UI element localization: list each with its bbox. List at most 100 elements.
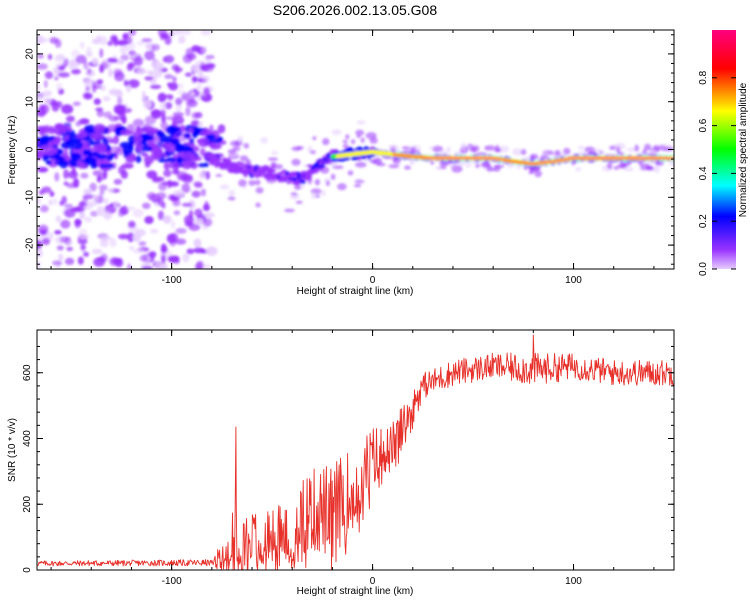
- spectrogram-cell: [141, 152, 149, 157]
- spectrogram-cell: [162, 215, 172, 224]
- spectrogram-cell: [77, 256, 84, 265]
- spectrogram-cell: [644, 143, 652, 151]
- spectrogram-ytick-label: 10: [25, 96, 36, 108]
- spectrogram-cell: [185, 106, 191, 117]
- spectrogram-cell: [107, 57, 117, 63]
- spectrogram-cell: [193, 238, 202, 248]
- spectrogram-cell: [55, 215, 62, 223]
- spectrogram-cell: [141, 38, 153, 43]
- spectrogram-cell: [178, 83, 184, 89]
- spectrogram-cell: [243, 143, 250, 149]
- spectrogram-cell: [465, 163, 472, 168]
- spectrogram-cell: [202, 263, 212, 269]
- spectrogram-cell: [99, 163, 108, 169]
- spectrogram-cell: [113, 200, 119, 209]
- spectrogram-cell: [98, 184, 108, 191]
- spectrogram-cell: [175, 228, 187, 234]
- spectrogram-cell: [112, 258, 122, 264]
- spectrogram-cell: [158, 182, 168, 191]
- spectrogram-cell: [172, 115, 185, 125]
- spectrogram-cell: [575, 167, 582, 172]
- spectrogram-cell: [77, 162, 88, 169]
- spectrogram-cell: [160, 101, 167, 111]
- spectrogram-cell: [70, 207, 81, 212]
- spectrogram-cell: [332, 165, 344, 170]
- spectrogram-cell: [410, 146, 416, 154]
- spectrogram-cell: [113, 135, 120, 145]
- spectrogram-xlabel: Height of straight line (km): [297, 286, 414, 297]
- spectrogram-cell: [204, 63, 216, 69]
- spectrogram-cell: [119, 104, 127, 110]
- spectrogram-cell: [198, 171, 206, 180]
- spectrogram-cell: [320, 164, 325, 168]
- spectrogram-cell: [79, 211, 86, 219]
- spectrogram-cell: [388, 144, 398, 150]
- spectrogram-cell: [96, 79, 104, 85]
- spectrogram-cell: [185, 146, 194, 152]
- spectrogram-cell: [171, 64, 179, 71]
- spectrogram-cell: [41, 186, 52, 194]
- spectrogram-cell: [217, 124, 226, 134]
- spectrogram-cell: [113, 68, 123, 77]
- spectrogram-cell: [118, 111, 126, 121]
- spectrogram-cell: [96, 109, 104, 118]
- colorbar-tick-label: 0.6: [698, 118, 709, 132]
- spectrogram-cell: [516, 165, 522, 170]
- spectrogram-cell: [44, 71, 54, 79]
- spectrogram-cell: [135, 155, 142, 163]
- spectrogram-cell: [486, 165, 493, 172]
- spectrogram-cell: [108, 139, 115, 144]
- spectrogram-cell: [143, 99, 152, 109]
- spectrogram-cell: [338, 159, 346, 162]
- snr-xtick-label: -100: [162, 576, 182, 587]
- snr-ytick-label: 200: [22, 495, 33, 512]
- spectrogram-cell: [166, 125, 178, 135]
- spectrogram-cell: [290, 192, 298, 196]
- spectrogram-cell: [52, 198, 58, 205]
- spectrogram-cell: [157, 210, 164, 221]
- spectrogram-cell: [260, 137, 268, 144]
- spectrogram-cell: [620, 160, 632, 166]
- spectrogram-cell: [164, 74, 174, 80]
- spectrogram-cell: [151, 177, 162, 183]
- snr-ytick-label: 600: [22, 364, 33, 381]
- spectrogram-cell: [248, 179, 256, 186]
- spectrogram-cell: [205, 246, 218, 256]
- spectrogram-cell: [669, 161, 674, 167]
- spectrogram-cell: [119, 45, 128, 55]
- spectrogram-cell: [172, 76, 177, 83]
- spectrogram-cell: [182, 253, 190, 263]
- spectrogram-cell: [178, 35, 186, 44]
- spectrogram-cell: [365, 132, 377, 140]
- spectrogram-cell: [626, 147, 637, 152]
- spectrogram-cell: [86, 201, 98, 207]
- spectrogram-cell: [345, 134, 350, 140]
- spectrogram-cell: [191, 190, 201, 198]
- spectrogram-cell: [54, 76, 59, 81]
- spectrogram-cell: [37, 111, 46, 116]
- spectrogram-cell: [92, 86, 97, 93]
- spectrogram-cell: [163, 162, 170, 170]
- spectrogram-cell: [175, 102, 182, 113]
- spectrogram-cell: [65, 115, 75, 123]
- spectrogram-cell: [79, 234, 90, 239]
- colorbar-label: Normalized spectral amplitude: [738, 82, 749, 217]
- spectrogram-cell: [203, 87, 211, 96]
- spectrogram-cell: [634, 144, 640, 152]
- spectrogram-cell: [143, 155, 154, 165]
- spectrogram-cell: [63, 169, 69, 180]
- spectrogram-xtick-label: -100: [162, 275, 182, 286]
- spectrogram-cell: [37, 97, 42, 103]
- spectrogram-cell: [149, 228, 159, 234]
- spectrogram-cell: [127, 232, 135, 243]
- spectrogram-cell: [146, 170, 158, 179]
- spectrogram-cell: [219, 184, 230, 190]
- spectrogram-cell: [163, 94, 174, 99]
- spectrogram-cell: [652, 145, 662, 151]
- spectrogram-cell: [56, 82, 63, 93]
- spectrogram-cell: [160, 254, 166, 264]
- spectrogram-cell: [80, 243, 86, 252]
- spectrogram-cell: [127, 79, 140, 88]
- spectrogram-cell: [269, 169, 277, 173]
